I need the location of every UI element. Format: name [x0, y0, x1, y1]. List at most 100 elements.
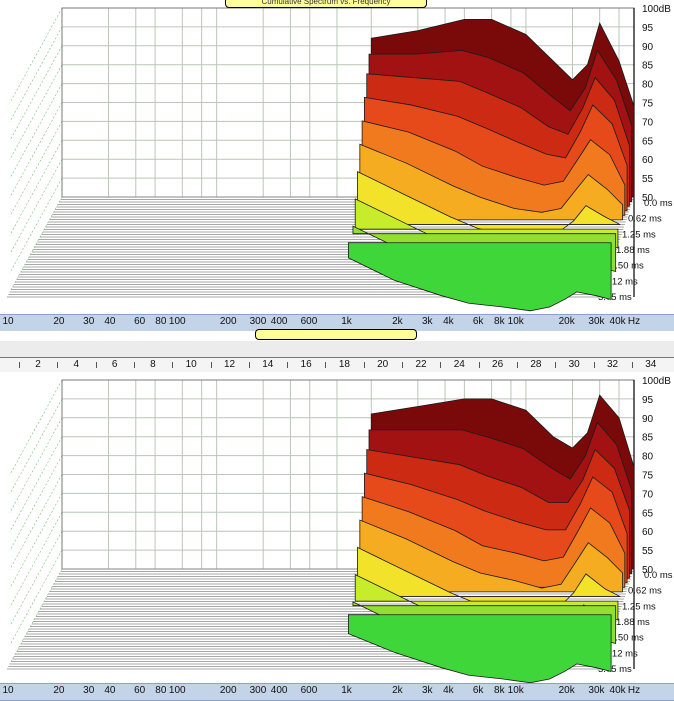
freq-tick-label: 10: [2, 685, 14, 696]
time-tick-label: 0.0 ms: [644, 570, 673, 581]
ruler-tick: [210, 362, 212, 368]
y-tick-label: 80: [642, 452, 654, 463]
ruler-label: 6: [111, 359, 118, 370]
time-tick-label: 1.88 ms: [616, 617, 650, 628]
ruler-tick: [363, 362, 365, 368]
time-tick-label: 1.88 ms: [616, 245, 650, 256]
freq-tick-label: 40k: [609, 316, 626, 327]
freq-tick-label: 400: [270, 685, 288, 696]
freq-tick-label: 40: [104, 316, 116, 327]
y-tick-label: 80: [642, 80, 654, 91]
y-tick-label: 85: [642, 61, 654, 72]
freq-tick-label: 300: [249, 316, 267, 327]
y-tick-label: 70: [642, 117, 654, 128]
freq-tick-label: 20k: [558, 316, 575, 327]
y-tick-label: 75: [642, 99, 654, 110]
y-tick-label: 50: [642, 565, 654, 576]
freq-tick-label: 30k: [588, 316, 605, 327]
freq-tick-label: 200: [219, 316, 237, 327]
freq-tick-label: 60: [134, 316, 146, 327]
y-tick-label: 95: [642, 23, 654, 34]
freq-tick-label: 4k: [443, 685, 454, 696]
grid-line-depth: [9, 45, 63, 141]
splitter[interactable]: [0, 341, 674, 357]
freq-tick-label: 400: [270, 316, 288, 327]
ruler-tick: [95, 362, 97, 368]
grid-line-depth: [9, 379, 63, 476]
ruler-tick: [555, 362, 557, 368]
ruler-tick: [593, 362, 595, 368]
time-tick-label: 0.0 ms: [644, 198, 673, 209]
freq-tick-label: 600: [300, 316, 318, 327]
time-tick-label: 2.50 ms: [610, 261, 644, 272]
grid-line-depth: [9, 64, 63, 160]
ruler-label: 8: [150, 359, 156, 370]
ruler-label: 34: [645, 359, 657, 370]
y-tick-label: 100dB: [642, 376, 671, 387]
ruler-tick: [133, 362, 135, 368]
ruler-label: 10: [185, 359, 197, 370]
freq-tick-label: 3k: [421, 685, 433, 696]
freq-tick-label: 6k: [472, 685, 484, 696]
ruler-label: 32: [606, 359, 619, 370]
freq-tick-label: 20k: [558, 685, 575, 696]
freq-tick-label: 100: [168, 316, 186, 327]
ruler-tick: [287, 362, 289, 368]
freq-tick-label: 600: [300, 685, 318, 696]
grid-line-depth: [9, 549, 63, 646]
csd-chart-bottom: 100dB 95 90 85 80 75 70 65 60 55 50 0.0 ms 0.62 ms 1.…: [0, 372, 674, 683]
ruler-tick: [478, 362, 480, 368]
time-tick-label: 0.62 ms: [628, 586, 662, 597]
freq-tick-label: 10k: [507, 685, 524, 696]
freq-tick-label: 10: [2, 316, 14, 327]
time-tick-label: 1.25 ms: [622, 229, 656, 240]
grid-line-depth: [9, 531, 63, 627]
freq-tick-label: 6k: [472, 316, 484, 327]
spectrum-slice: [347, 242, 612, 312]
chart-title-bottom: [255, 329, 417, 340]
grid-line-depth: [9, 7, 63, 104]
y-tick-label: 65: [642, 136, 654, 147]
grid-line-depth: [9, 121, 63, 217]
spectrum-slice: [359, 519, 623, 593]
ruler-label: 18: [338, 359, 350, 370]
y-tick-label: 85: [642, 433, 654, 444]
y-tick-label: 55: [642, 546, 654, 557]
ruler-label: 28: [530, 359, 542, 370]
time-tick-label: 3.75 ms: [598, 664, 632, 675]
chart-title-top: Cumulative Spectrum vs. Frequency: [225, 0, 427, 8]
y-tick-label: 75: [642, 471, 654, 482]
freq-tick-label: 80: [155, 685, 167, 696]
csd-plot-bottom: 100dB 95 90 85 80 75 70 65 60 55 500.0 ms 0.62 ms 1.…: [7, 376, 673, 683]
freq-tick-label: 3k: [421, 316, 433, 327]
ruler-label: 22: [415, 359, 427, 370]
csd-chart-top: 100dB 95 90 85 80 75 70 65 60 55 50 0.0 ms 0.62 ms 1.…: [0, 0, 674, 314]
y-tick-label: 60: [642, 155, 654, 166]
time-tick-label: 2.50 ms: [610, 633, 644, 644]
freq-tick-label: 8k: [494, 316, 505, 327]
freq-tick-label: 30: [83, 316, 95, 327]
ruler-label: 14: [262, 359, 274, 370]
freq-tick-label: 20: [53, 316, 65, 327]
ruler-label: 2: [35, 359, 41, 370]
ruler-label: 4: [73, 359, 80, 370]
grid-line-depth: [9, 102, 63, 198]
freq-tick-label: 10k: [507, 316, 524, 327]
frequency-axis-bottom: 10 20 30 40 60 80 100 200 300 400 600 1k 2k 3k 4k 6k 8k 1…: [0, 683, 674, 701]
ruler-label: 24: [453, 359, 465, 370]
grid-line-depth: [9, 474, 63, 570]
freq-tick-label: 30k: [588, 685, 605, 696]
freq-tick-label: 20: [53, 685, 65, 696]
ruler-label: 16: [300, 359, 312, 370]
grid-line-depth: [9, 26, 63, 123]
ruler-tick: [325, 362, 327, 368]
freq-tick-label: 80: [155, 316, 167, 327]
freq-tick-label: 100: [168, 685, 186, 696]
ruler: 2 4 6 8 10 12 14 16 18 20 22 24 26 28 30 32 34: [0, 357, 674, 373]
y-tick-label: 60: [642, 527, 654, 538]
ruler-tick: [402, 362, 403, 368]
freq-tick-label: 8k: [494, 685, 505, 696]
ruler-tick: [631, 362, 633, 368]
ruler-tick: [248, 362, 250, 368]
grid-line-depth: [9, 398, 63, 495]
